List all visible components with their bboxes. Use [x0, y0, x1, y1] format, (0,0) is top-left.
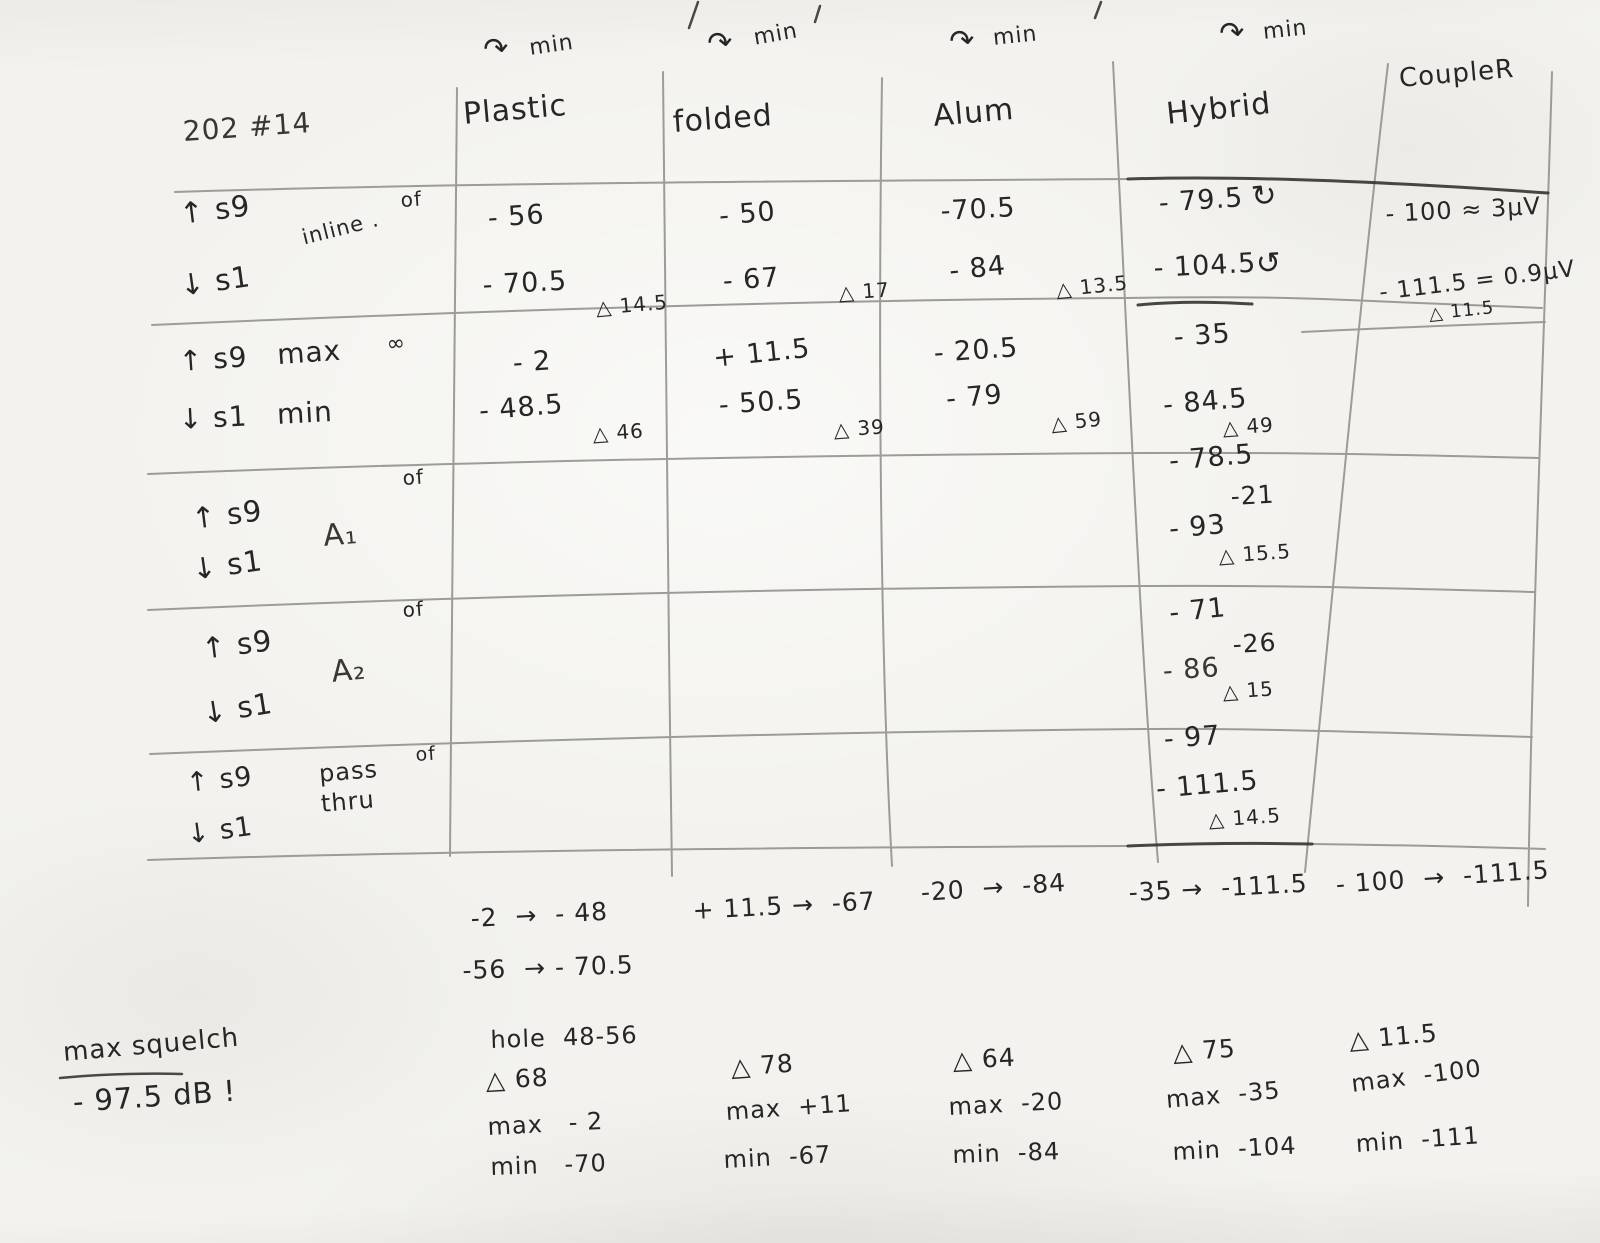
cell-r1-alum-down: - 84 — [947, 250, 1008, 287]
cell-r4-hybrid-delta: △ 15 — [1221, 676, 1275, 704]
cell-r1-hybrid-down: - 104.5 — [1152, 247, 1258, 284]
cell-r2-alum-delta: △ 59 — [1049, 406, 1104, 436]
squelch-max-word: max — [61, 1032, 124, 1068]
transition-plastic-2: -56 → - 70.5 — [461, 950, 635, 985]
cell-r2-folded-down: - 50.5 — [717, 384, 805, 421]
row3-up-label: ↑ s9 — [189, 493, 265, 536]
cell-r1-plastic-up: - 56 — [486, 199, 546, 234]
row5-passthru-note: pass — [317, 754, 379, 788]
row5-up-label: ↑ s9 — [184, 761, 255, 799]
cell-r4-hybrid-up: - 71 — [1167, 592, 1228, 629]
cell-r2-plastic-down: - 48.5 — [477, 388, 565, 427]
cell-r1-plastic-down: - 70.5 — [481, 265, 568, 301]
loop-arrow-icon: ↷ — [705, 24, 736, 62]
summary-hybrid-min: min -104 — [1171, 1131, 1298, 1166]
summary-plastic-max: max - 2 — [486, 1106, 604, 1141]
row1-of-note: of — [399, 186, 423, 212]
row1-up-label: ↑ s9 — [177, 188, 253, 231]
transition-plastic-1: -2 → - 48 — [469, 896, 609, 933]
summary-plastic-delta: △ 68 — [484, 1062, 550, 1095]
summary-folded-delta: △ 78 — [729, 1048, 795, 1082]
summary-alum-min: min -84 — [951, 1137, 1061, 1169]
cell-r2-alum-up: - 20.5 — [932, 332, 1020, 369]
col-alum-header: Alum — [931, 91, 1016, 134]
summary-alum-delta: △ 64 — [951, 1042, 1017, 1075]
row4-of-note: of — [401, 596, 425, 622]
row4-up-label: ↑ s9 — [199, 623, 275, 666]
cell-r2-plastic-up: - 2 — [511, 345, 553, 379]
cell-r3-hybrid-down: - 93 — [1167, 509, 1227, 545]
row2-infinity-note: ∞ — [385, 330, 407, 357]
summary-hybrid-delta: △ 75 — [1171, 1033, 1237, 1067]
row5-passthru-note: thru — [319, 785, 376, 818]
cell-r1-folded-delta: △ 17 — [837, 277, 891, 305]
cell-r1-alum-up: -70.5 — [939, 192, 1017, 227]
cell-r2-hybrid-up: - 35 — [1172, 318, 1232, 353]
cell-r2-alum-down: - 79 — [944, 379, 1004, 415]
loop-arrow-icon: ↷ — [481, 30, 512, 68]
cell-r4-hybrid-down: - 86 — [1161, 652, 1221, 687]
cell-r5-hybrid-up: - 97 — [1162, 720, 1222, 755]
cell-r2-plastic-delta: △ 46 — [591, 418, 645, 446]
row4-a2-note: A₂ — [329, 651, 368, 690]
summary-plastic-min: min -70 — [489, 1148, 608, 1181]
col-alum-min-note: min — [991, 21, 1039, 51]
col-folded-header: folded — [671, 98, 774, 140]
cell-r1-hybrid-up: - 79.5 — [1157, 182, 1245, 219]
cell-r3-hybrid-up: - 78.5 — [1167, 438, 1255, 477]
row3-of-note: of — [401, 464, 425, 490]
loop-arrow-icon: ↷ — [1217, 14, 1248, 52]
cell-r3-hybrid-delta: △ 15.5 — [1217, 538, 1292, 568]
loop-mark-icon: ↻ — [1249, 177, 1280, 215]
cell-r1-folded-up: - 50 — [717, 196, 777, 232]
cell-r2-folded-delta: △ 39 — [832, 414, 886, 442]
cell-r2-hybrid-delta: △ 49 — [1221, 412, 1275, 440]
col-plastic-min-note: min — [527, 29, 576, 61]
col-plastic-header: Plastic — [461, 87, 569, 132]
row5-of-note: of — [414, 742, 437, 766]
col-hybrid-min-note: min — [1261, 15, 1309, 45]
summary-plastic-hole: hole 48-56 — [489, 1020, 639, 1054]
row2-down-label: ↓ s1 min — [177, 394, 334, 436]
cell-r2-hybrid-down: - 84.5 — [1161, 382, 1249, 421]
cell-r1-folded-down: - 67 — [721, 262, 781, 297]
cell-r5-hybrid-delta: △ 14.5 — [1207, 802, 1282, 832]
summary-folded-min: min -67 — [722, 1140, 832, 1174]
summary-alum-max: max -20 — [947, 1086, 1064, 1121]
cell-r4-hybrid-extra: -26 — [1231, 627, 1278, 659]
loop-mark-icon: ↺ — [1254, 245, 1284, 282]
summary-coupler-delta: △ 11.5 — [1347, 1018, 1439, 1055]
loop-arrow-icon: ↷ — [947, 22, 978, 60]
row3-a1-note: A₁ — [321, 515, 360, 554]
cell-r3-hybrid-extra: -21 — [1229, 479, 1276, 511]
cell-r1-plastic-delta: △ 14.5 — [594, 289, 669, 320]
